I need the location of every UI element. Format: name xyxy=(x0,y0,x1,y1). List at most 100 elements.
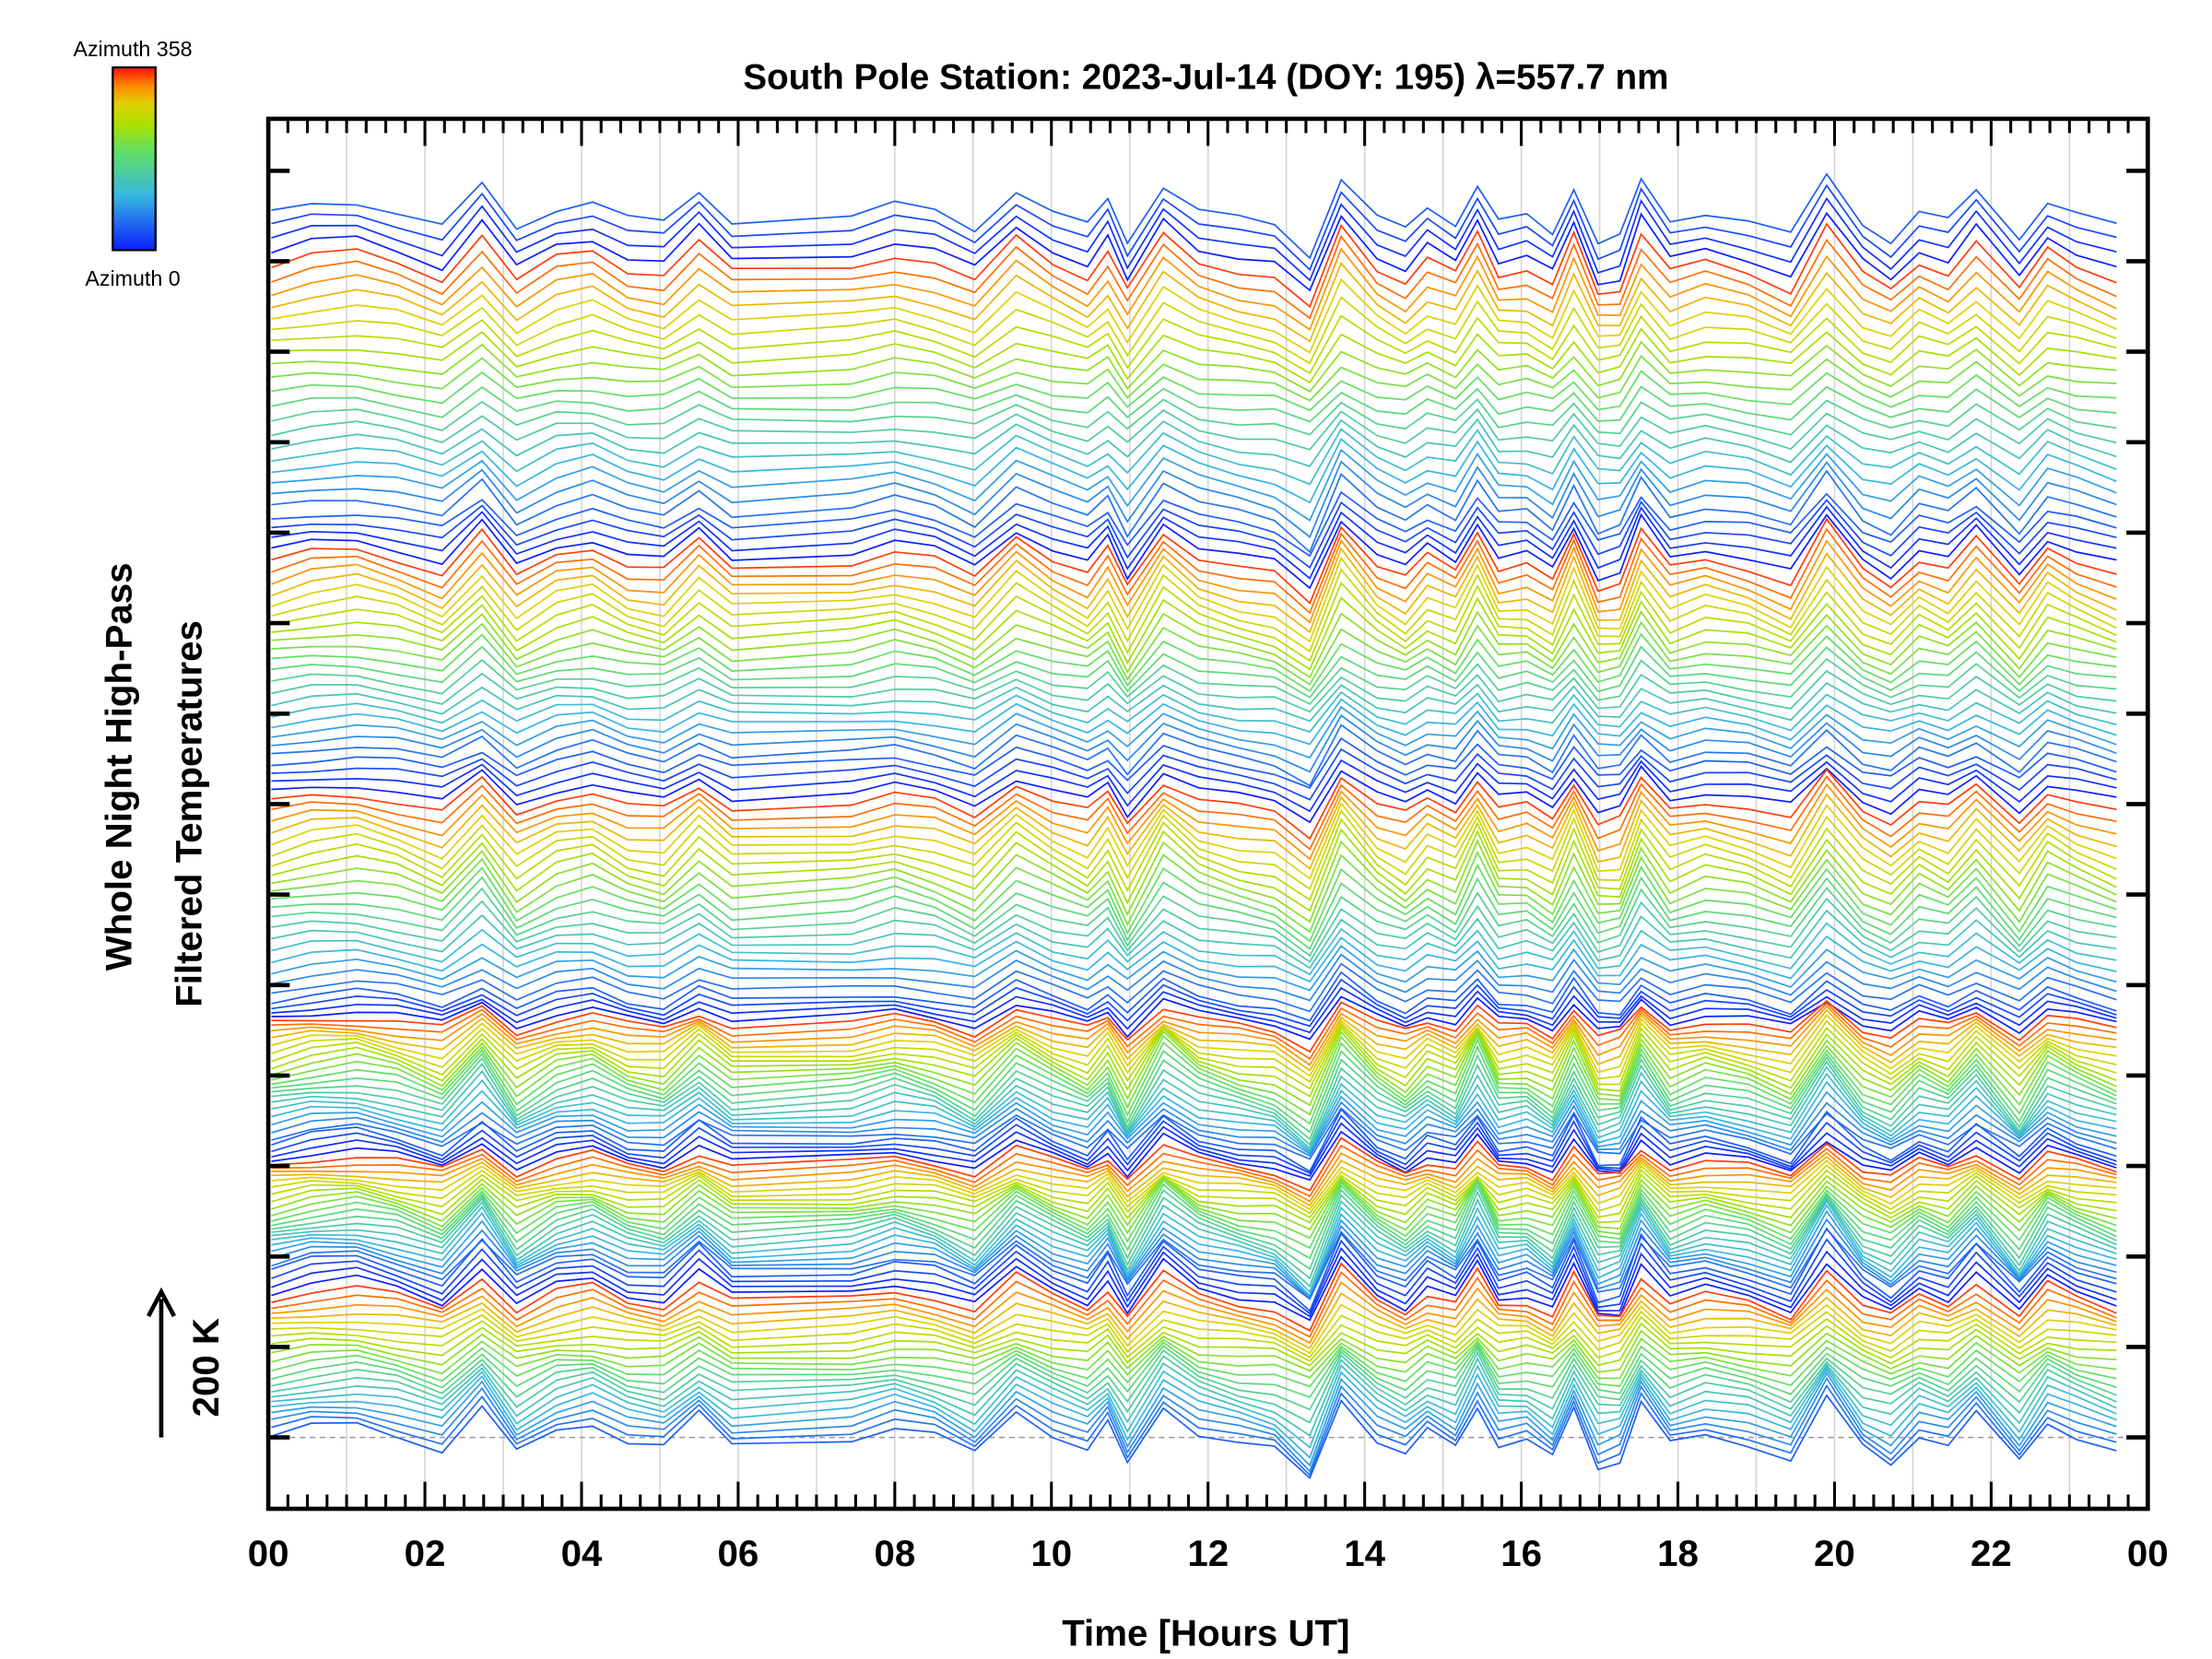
series-line xyxy=(271,1364,2117,1449)
series-line xyxy=(271,1065,2117,1150)
series-line xyxy=(271,645,2117,699)
series-line xyxy=(271,1183,2117,1271)
series-line xyxy=(271,1247,2117,1318)
colorbar-bottom-label: Azimuth 0 xyxy=(85,266,180,290)
series-line xyxy=(271,876,2117,950)
series-line xyxy=(271,1108,2117,1173)
series-line xyxy=(271,296,2117,365)
series-line xyxy=(271,768,2117,841)
series-line xyxy=(271,1024,2117,1090)
series-line xyxy=(271,1155,2117,1207)
x-tick-label: 00 xyxy=(2127,1533,2169,1574)
series-line xyxy=(271,438,2117,504)
series-line xyxy=(271,222,2117,309)
series-line xyxy=(271,1350,2117,1424)
series-line xyxy=(271,1176,2117,1231)
chart-title: South Pole Station: 2023-Jul-14 (DOY: 19… xyxy=(743,57,1668,97)
series-line xyxy=(271,1196,2117,1288)
series-line xyxy=(271,1357,2117,1437)
x-tick-label: 14 xyxy=(1344,1533,1385,1574)
series-line xyxy=(271,1371,2117,1467)
series-line xyxy=(271,1053,2117,1141)
series-line xyxy=(271,1376,2117,1473)
y-axis-label-line2: Filtered Temperatures xyxy=(168,620,209,1007)
series-line xyxy=(271,1130,2117,1182)
series-line xyxy=(271,897,2117,963)
plot-frame xyxy=(265,116,2150,1512)
x-axis-label: Time [Hours UT] xyxy=(1062,1613,1349,1654)
x-tick-label: 02 xyxy=(405,1533,446,1574)
series-line xyxy=(271,1209,2117,1300)
series-line xyxy=(271,1173,2117,1224)
series-line xyxy=(271,1368,2117,1459)
series-line xyxy=(271,839,2117,924)
series-line xyxy=(271,610,2117,679)
series-line xyxy=(271,935,2117,983)
colorbar-top-label: Azimuth 358 xyxy=(73,37,192,61)
x-tick-labels: 00 02 04 06 08 10 12 14 16 18 20 22 00 xyxy=(248,1533,2169,1574)
series-line xyxy=(271,1238,2117,1315)
x-tick-label: 04 xyxy=(561,1533,603,1574)
series-line xyxy=(271,314,2117,375)
x-tick-label: 12 xyxy=(1187,1533,1229,1574)
series-line xyxy=(271,1292,2117,1349)
colorbar xyxy=(112,66,157,252)
series-line xyxy=(271,922,2117,976)
series-line xyxy=(271,247,2117,332)
series-line xyxy=(271,774,2117,851)
series-line xyxy=(271,211,2117,292)
series-line xyxy=(271,765,2117,824)
series-line xyxy=(271,1329,2117,1373)
series-line xyxy=(271,978,2117,1028)
series-line xyxy=(271,1026,2117,1098)
series-line xyxy=(271,527,2117,615)
x-tick-label: 10 xyxy=(1030,1533,1072,1574)
series-line xyxy=(271,1005,2117,1066)
series-line xyxy=(271,1122,2117,1177)
series-line xyxy=(271,1038,2117,1125)
series-line xyxy=(271,747,2117,801)
x-tick-label: 18 xyxy=(1657,1533,1699,1574)
series-line xyxy=(271,448,2117,522)
series-line xyxy=(271,808,2117,890)
series-line xyxy=(271,1347,2117,1411)
series-line xyxy=(271,1080,2117,1154)
series-line xyxy=(271,620,2117,686)
series-line xyxy=(271,1341,2117,1388)
series-line xyxy=(271,1281,2117,1345)
series-line xyxy=(271,460,2117,538)
axis-ticks xyxy=(269,120,2147,1508)
series-line xyxy=(271,1177,2117,1240)
series-line xyxy=(271,724,2117,787)
series-line xyxy=(271,234,2117,320)
x-tick-label: 08 xyxy=(874,1533,915,1574)
series-line xyxy=(271,669,2117,713)
series-line xyxy=(271,690,2117,734)
series-line xyxy=(271,793,2117,870)
series-line xyxy=(271,398,2117,436)
series-line xyxy=(271,759,2117,813)
series-line xyxy=(271,1218,2117,1300)
series-line xyxy=(271,1310,2117,1359)
series-line xyxy=(271,1014,2117,1077)
series-line xyxy=(271,887,2117,958)
series-line xyxy=(271,490,2117,558)
series-line xyxy=(271,818,2117,901)
scale-arrow xyxy=(146,1287,176,1438)
series-line xyxy=(271,418,2117,467)
series-line xyxy=(271,469,2117,554)
series-line xyxy=(271,499,2117,570)
series-line xyxy=(271,1019,2117,1083)
series-line xyxy=(271,262,2117,343)
series-line xyxy=(271,385,2117,423)
series-line xyxy=(271,340,2117,393)
series-line xyxy=(271,183,2117,272)
series-line xyxy=(271,517,2117,605)
series-line xyxy=(271,1164,2117,1215)
series-line xyxy=(271,632,2117,692)
series-line xyxy=(271,327,2117,384)
series-line xyxy=(271,407,2117,451)
series-line xyxy=(271,1199,2117,1294)
y-axis-label-line1: Whole Night High-Pass xyxy=(98,562,139,971)
series-line xyxy=(271,538,2117,624)
